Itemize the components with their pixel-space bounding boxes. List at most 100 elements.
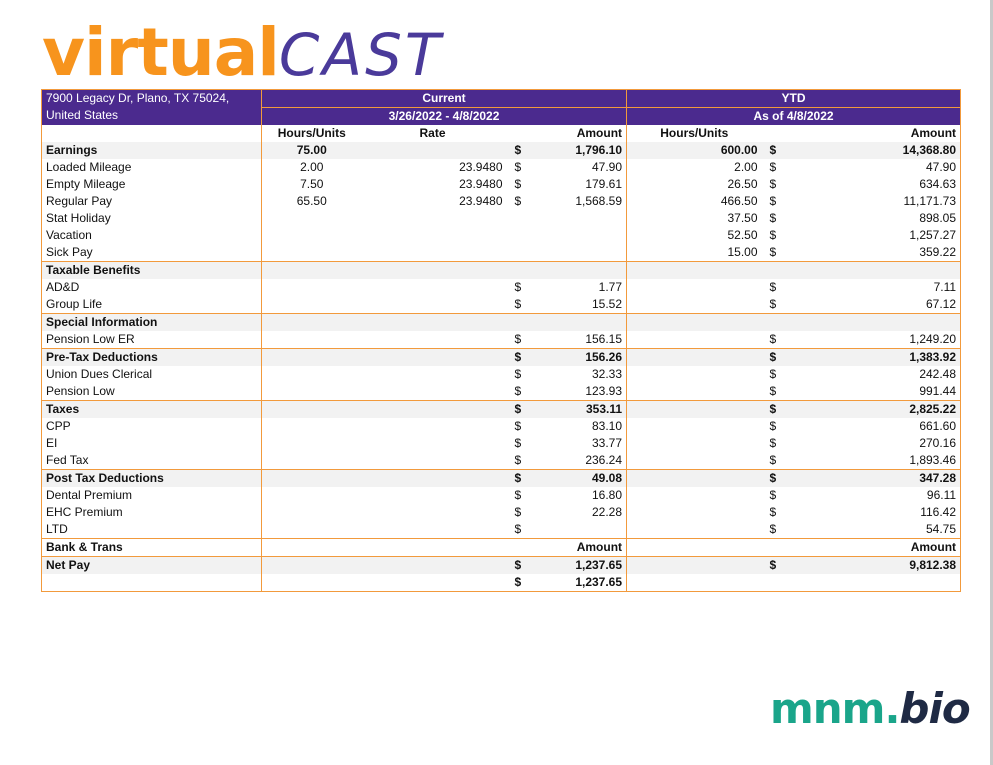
- row-current-amount: 179.61: [546, 176, 628, 193]
- row-ytd-hours-units: [626, 348, 762, 366]
- row-current-amount: 353.11: [546, 400, 628, 418]
- row-ytd-amount: [801, 313, 962, 331]
- ytd-hours-units-column-header: Hours/Units: [660, 126, 729, 140]
- row-label: Group Life: [41, 296, 262, 314]
- row-current-amount: 123.93: [546, 383, 628, 401]
- row-hours-units: [261, 400, 362, 418]
- row-ytd-amount: 96.11: [801, 487, 962, 504]
- row-current-dollar-sign: $: [514, 522, 522, 536]
- ytd-dollar-column-header: [762, 125, 802, 142]
- row-ytd-amount: 359.22: [801, 244, 962, 262]
- row-label: Vacation: [41, 227, 262, 244]
- row-rate: [362, 521, 507, 539]
- row-ytd-hours-units: [626, 313, 762, 331]
- row-ytd-dollar-sign: $: [769, 453, 777, 467]
- row-current-dollar-sign: $: [514, 453, 522, 467]
- row-current-amount: 49.08: [546, 469, 628, 487]
- row-ytd-amount: 1,893.46: [801, 452, 962, 470]
- logo-cast-text: CAST: [278, 21, 444, 89]
- row-rate: [362, 142, 507, 159]
- row-ytd-dollar-sign: $: [769, 211, 777, 225]
- table-row: EHC Premium $22.28 $116.42: [41, 504, 962, 521]
- row-ytd-hours-units: [627, 418, 762, 435]
- row-label: Post Tax Deductions: [41, 469, 262, 487]
- row-rate: [362, 227, 507, 244]
- row-current-dollar-sign: $: [514, 280, 522, 294]
- row-label: EI: [41, 435, 262, 452]
- row-rate: [362, 279, 507, 296]
- row-label: EHC Premium: [41, 504, 262, 521]
- row-ytd-dollar-sign: $: [769, 280, 777, 294]
- description-column-header: [41, 125, 262, 142]
- table-row: Empty Mileage 7.50 23.9480 $179.61 26.50 $634…: [41, 176, 962, 193]
- row-current-dollar-sign: $: [514, 488, 522, 502]
- row-hours-units: [262, 418, 362, 435]
- row-hours-units: [262, 366, 362, 383]
- row-ytd-hours-units: [627, 435, 762, 452]
- footer-logo-bio-text: bio: [899, 684, 970, 733]
- row-ytd-hours-units: [627, 452, 762, 470]
- row-rate: [362, 435, 507, 452]
- row-label: Special Information: [41, 313, 262, 331]
- row-hours-units: [261, 348, 362, 366]
- row-label: Fed Tax: [41, 452, 262, 470]
- row-label: Regular Pay: [41, 193, 262, 210]
- table-row: $1,237.65: [41, 574, 962, 592]
- table-row: Post Tax Deductions $49.08 $347.28: [41, 469, 962, 487]
- row-rate: 23.9480: [459, 194, 503, 208]
- table-row: Net Pay $1,237.65 $9,812.38: [41, 556, 962, 574]
- row-current-dollar-sign: $: [514, 177, 522, 191]
- row-rate: 23.9480: [459, 177, 503, 191]
- row-current-dollar-sign: $: [514, 194, 522, 208]
- row-ytd-hours-units: 15.00: [727, 245, 758, 259]
- row-ytd-dollar-sign: $: [761, 469, 802, 487]
- row-ytd-hours-units: [626, 538, 762, 557]
- row-hours-units: [262, 435, 362, 452]
- row-ytd-amount: 270.16: [801, 435, 962, 452]
- row-current-amount: 33.77: [546, 435, 628, 452]
- row-ytd-hours-units: 37.50: [727, 211, 758, 225]
- row-ytd-amount: 991.44: [801, 383, 962, 401]
- table-row: Loaded Mileage 2.00 23.9480 $47.90 2.00 $47.9…: [41, 159, 962, 176]
- row-hours-units: [262, 452, 362, 470]
- row-hours-units: 65.50: [296, 194, 327, 208]
- row-current-amount: 83.10: [546, 418, 628, 435]
- ytd-period-label: YTD: [626, 89, 962, 108]
- row-ytd-amount: 54.75: [801, 521, 962, 539]
- footer-logo-mnm-text: mnm: [770, 684, 885, 733]
- row-hours-units: [262, 383, 362, 401]
- row-current-dollar-sign: $: [506, 469, 547, 487]
- row-current-amount: [546, 521, 628, 539]
- hours-units-column-header: Hours/Units: [277, 126, 346, 140]
- row-hours-units: [262, 521, 362, 539]
- row-ytd-amount: 347.28: [801, 469, 962, 487]
- row-ytd-amount: 11,171.73: [801, 193, 962, 210]
- row-ytd-hours-units: 2.00: [734, 160, 758, 174]
- header-row-2: 3/26/2022 - 4/8/2022 As of 4/8/2022: [42, 107, 962, 125]
- row-current-amount: 15.52: [546, 296, 628, 314]
- logo-virtual-text: virtual: [42, 14, 280, 91]
- mnm-bio-logo: mnm.bio: [770, 688, 971, 730]
- row-ytd-amount: 1,257.27: [801, 227, 962, 244]
- row-ytd-hours-units: [626, 556, 762, 574]
- row-hours-units: [261, 538, 362, 557]
- row-current-amount: 16.80: [546, 487, 628, 504]
- row-ytd-dollar-sign: $: [769, 245, 777, 259]
- row-label: Bank & Trans: [41, 538, 262, 557]
- table-row: Pension Low $123.93 $991.44: [41, 383, 962, 401]
- row-ytd-amount: [801, 261, 962, 279]
- row-current-dollar-sign: $: [514, 367, 522, 381]
- row-current-dollar-sign: [506, 538, 547, 557]
- row-ytd-amount: 898.05: [801, 210, 962, 227]
- row-ytd-amount: Amount: [801, 538, 962, 557]
- table-row: Sick Pay 15.00 $359.22: [41, 244, 962, 262]
- virtualcast-logo: virtualCAST: [42, 20, 443, 92]
- table-row: Stat Holiday 37.50 $898.05: [41, 210, 962, 227]
- row-label: Sick Pay: [41, 244, 262, 262]
- row-current-dollar-sign: [507, 244, 547, 262]
- row-rate: [362, 487, 507, 504]
- current-dollar-column-header: [507, 125, 547, 142]
- row-rate: [361, 574, 507, 592]
- row-rate: [361, 538, 507, 557]
- row-ytd-amount: 14,368.80: [801, 142, 962, 159]
